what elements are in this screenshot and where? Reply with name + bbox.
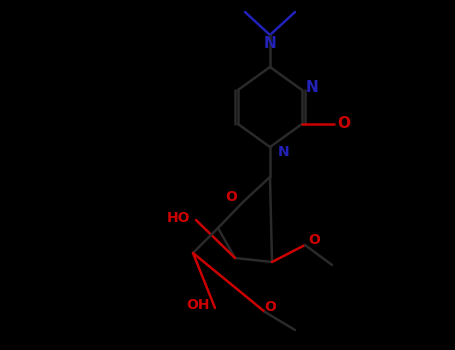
Text: OH: OH: [186, 298, 210, 312]
Text: O: O: [338, 117, 350, 132]
Text: O: O: [264, 300, 276, 314]
Text: O: O: [308, 233, 320, 247]
Text: N: N: [278, 145, 290, 159]
Text: N: N: [263, 35, 276, 50]
Text: O: O: [225, 190, 237, 204]
Text: N: N: [306, 80, 318, 96]
Text: HO: HO: [167, 211, 191, 225]
